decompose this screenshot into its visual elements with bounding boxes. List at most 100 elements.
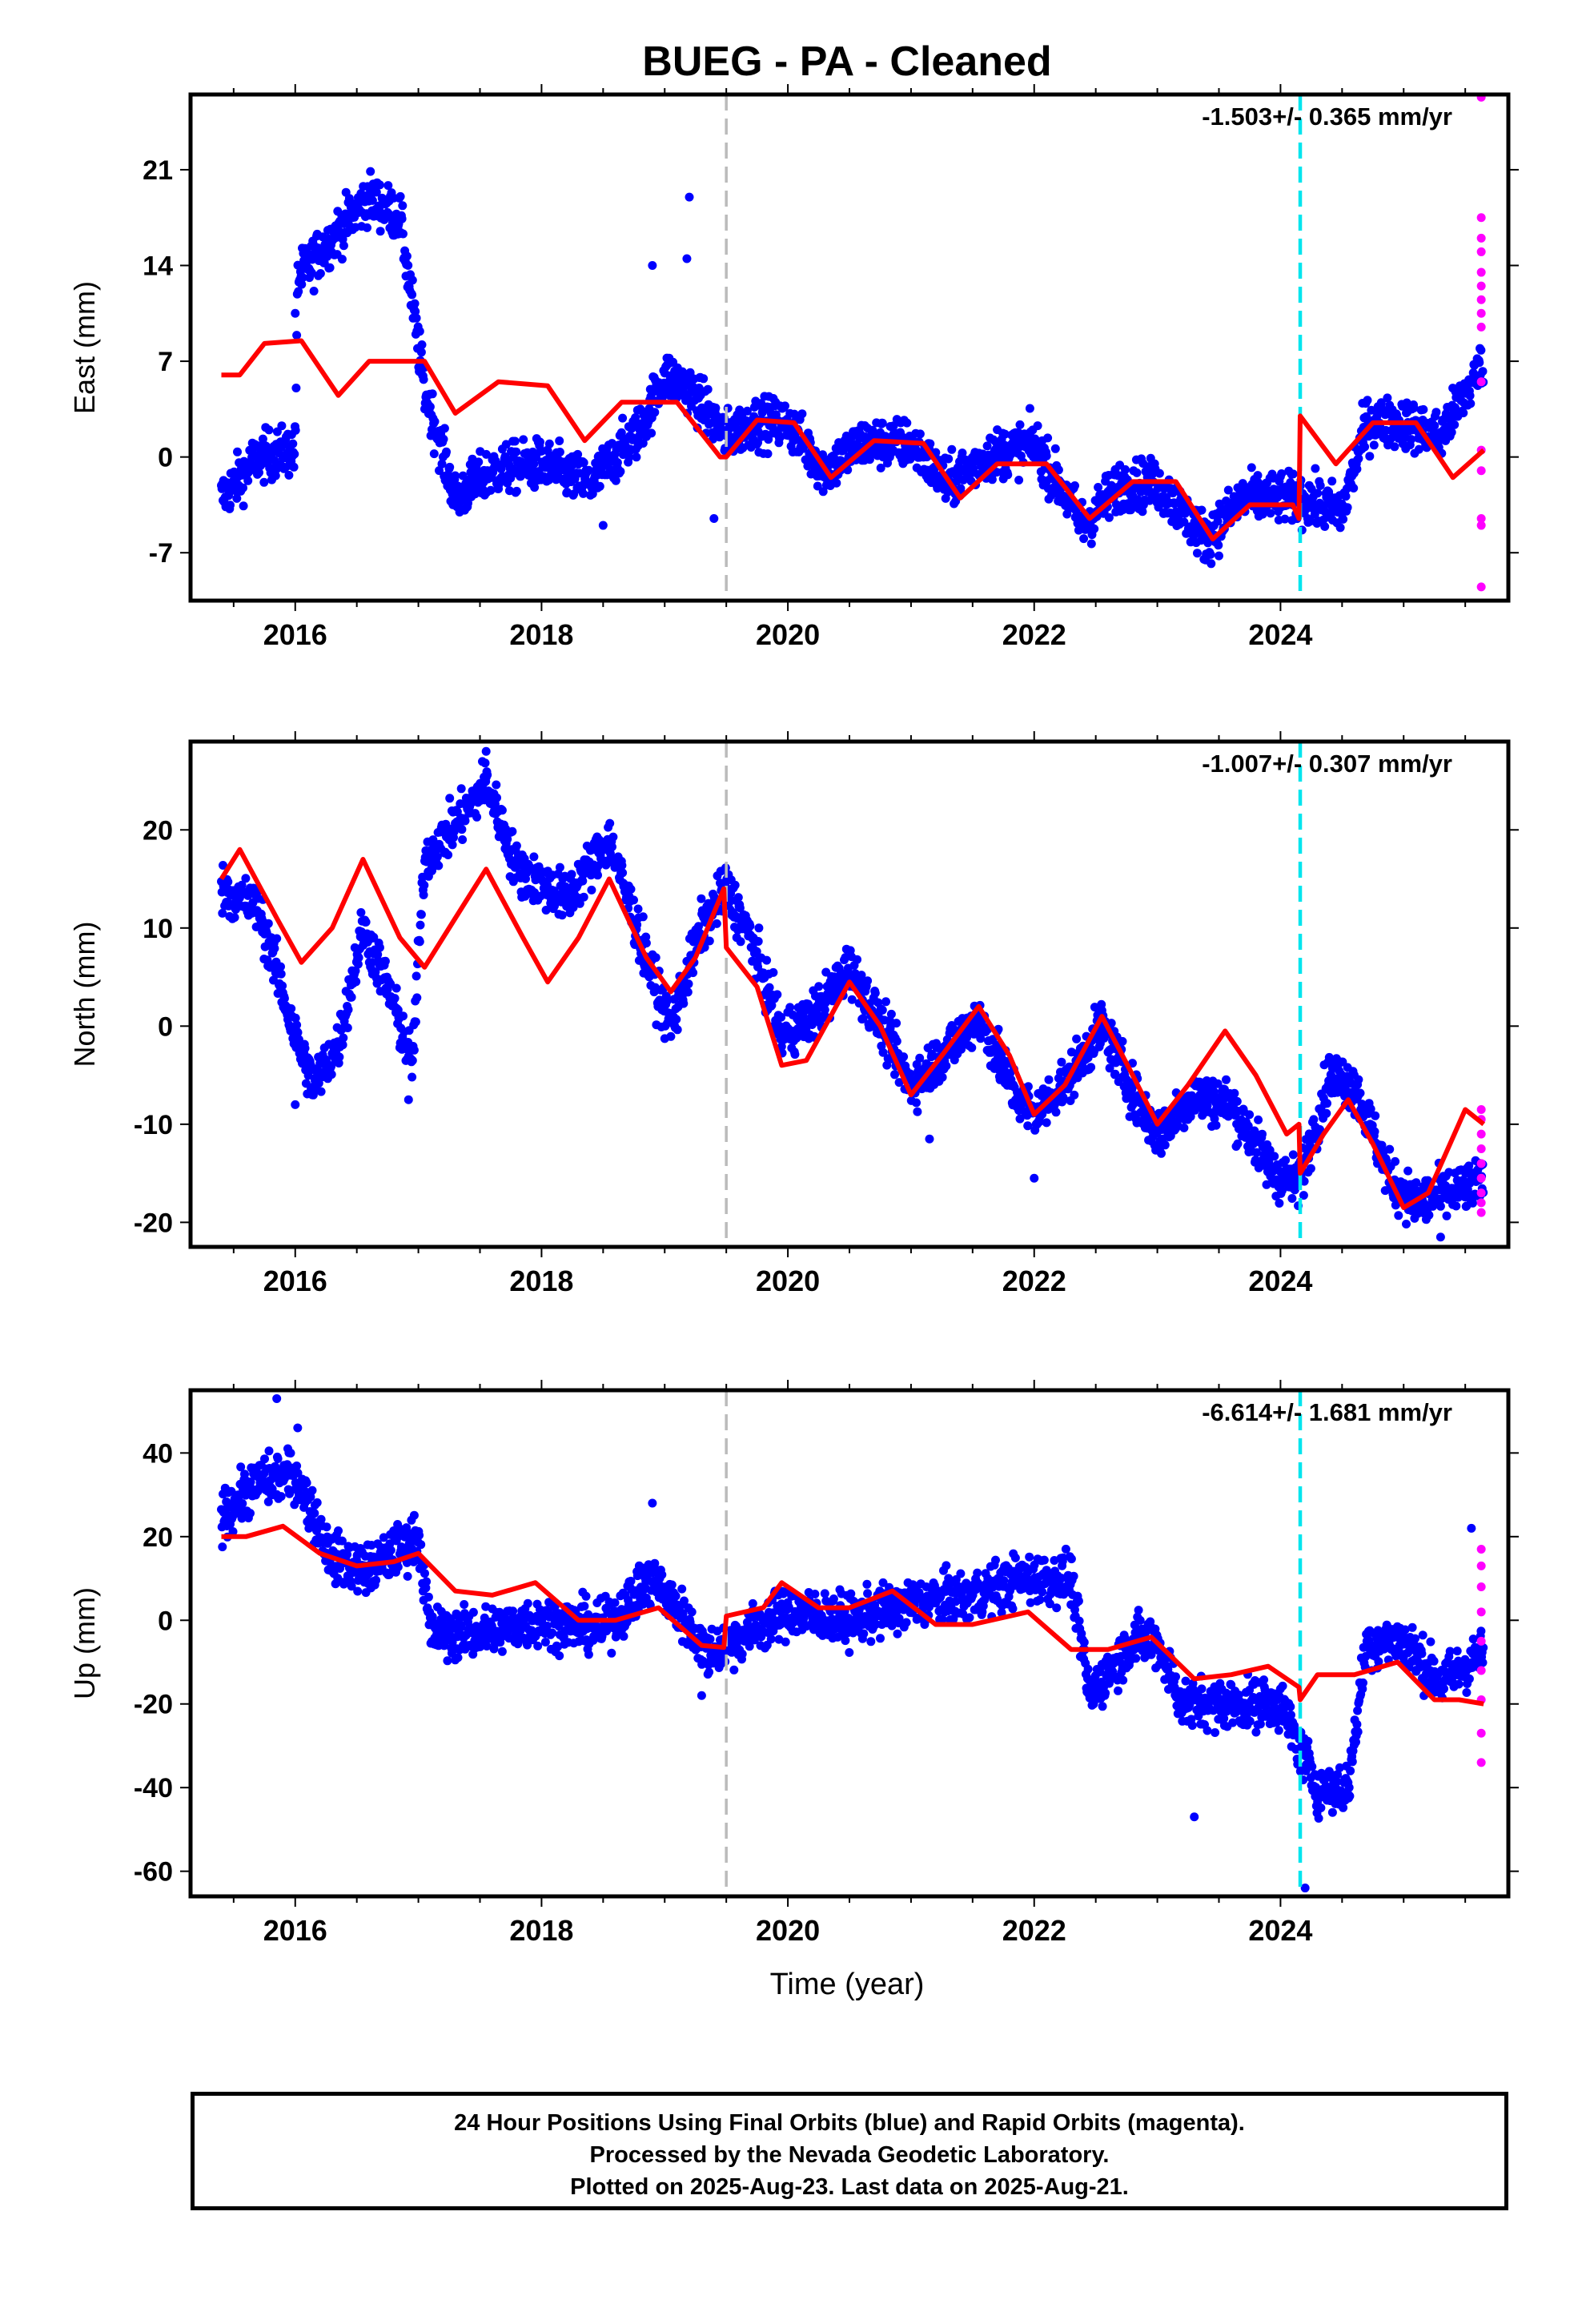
data-point (367, 958, 376, 967)
data-point (753, 937, 763, 946)
data-point (723, 404, 733, 413)
final-orbit-points (217, 167, 1488, 569)
data-point (703, 384, 713, 394)
data-point (575, 899, 584, 908)
data-point (1430, 421, 1439, 431)
data-point (1288, 469, 1298, 479)
data-point (1275, 1199, 1284, 1208)
data-point (745, 921, 755, 931)
data-point (292, 331, 302, 340)
data-point (1090, 1003, 1099, 1012)
data-point (337, 255, 347, 264)
data-point (1254, 1115, 1263, 1124)
data-point (773, 990, 782, 999)
data-point (544, 439, 554, 448)
data-point (437, 459, 447, 468)
data-point (1414, 444, 1423, 454)
plot-area (217, 94, 1488, 601)
data-point (408, 275, 417, 285)
data-point (287, 1004, 296, 1013)
data-point (391, 983, 401, 993)
data-point (1033, 421, 1042, 431)
rapid-orbit-point (1476, 308, 1486, 318)
data-point (1478, 367, 1488, 376)
data-point (428, 389, 437, 399)
data-point (1043, 433, 1053, 443)
data-point (1222, 1075, 1231, 1084)
data-point (458, 835, 468, 844)
data-point (1193, 549, 1202, 558)
data-point (416, 348, 426, 357)
data-point (1315, 1124, 1324, 1134)
outlier-point (925, 1134, 934, 1144)
y-tick-label: -40 (134, 1773, 173, 1803)
data-point (302, 1478, 311, 1488)
data-point (1044, 1075, 1054, 1084)
data-point (1270, 1152, 1279, 1161)
data-point (736, 937, 745, 947)
data-point (297, 279, 307, 289)
data-point (339, 241, 348, 251)
data-point (529, 852, 539, 862)
data-point (409, 1045, 419, 1055)
data-point (1230, 1088, 1239, 1098)
data-point (402, 251, 412, 261)
data-point (425, 402, 435, 412)
rapid-orbit-point (1476, 1173, 1486, 1183)
data-point (284, 470, 294, 480)
data-point (1179, 517, 1189, 527)
data-point (246, 1509, 255, 1518)
x-tick-label: 2024 (1248, 1265, 1312, 1297)
data-point (411, 1017, 420, 1027)
data-point (1015, 420, 1025, 429)
data-point (1435, 1201, 1445, 1211)
data-point (882, 1060, 892, 1070)
data-point (618, 868, 628, 878)
data-point (277, 421, 287, 431)
data-point (1079, 534, 1089, 544)
data-point (1243, 1121, 1253, 1131)
data-point (309, 287, 319, 296)
data-point (276, 969, 286, 979)
y-tick-label: -10 (134, 1110, 173, 1140)
data-point (430, 416, 440, 426)
data-point (1090, 524, 1099, 533)
rapid-orbit-point (1476, 1188, 1486, 1198)
data-point (1070, 1090, 1079, 1100)
data-point (769, 967, 778, 977)
data-point (982, 441, 992, 451)
data-point (877, 418, 887, 428)
data-point (1277, 469, 1287, 478)
data-point (412, 313, 421, 323)
data-point (356, 908, 366, 917)
data-point (694, 922, 703, 931)
data-point (307, 1486, 317, 1495)
data-point (608, 832, 618, 842)
outlier-point (291, 308, 300, 318)
data-point (1442, 1211, 1452, 1220)
y-axis-label: East (mm) (68, 281, 101, 414)
data-point (289, 462, 299, 472)
data-point (638, 912, 648, 922)
data-point (1042, 1118, 1051, 1128)
data-point (733, 893, 743, 903)
data-point (765, 983, 774, 992)
data-point (278, 981, 287, 991)
data-point (399, 229, 408, 239)
data-point (315, 269, 325, 278)
data-point (666, 1031, 676, 1041)
data-point (259, 477, 269, 487)
data-point (626, 884, 636, 894)
data-point (699, 374, 709, 384)
x-tick-label: 2018 (509, 1265, 573, 1297)
data-point (351, 966, 360, 975)
x-tick-label: 2016 (263, 618, 327, 651)
data-point (399, 1011, 408, 1021)
data-point (899, 1052, 909, 1062)
data-point (1265, 1145, 1275, 1155)
data-point (752, 947, 761, 956)
data-point (1264, 1157, 1274, 1167)
rapid-orbit-point (1476, 281, 1486, 291)
data-point (1335, 523, 1345, 533)
rapid-orbit-point (1476, 1198, 1486, 1208)
